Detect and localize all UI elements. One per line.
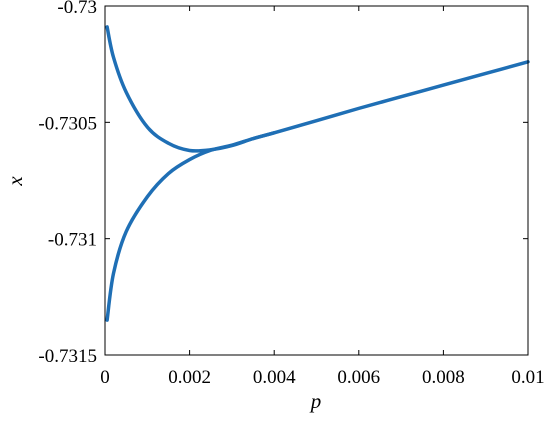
x-tick-label: 0 <box>100 367 110 388</box>
x-axis-label: p <box>309 389 322 413</box>
y-tick-label: -0.7315 <box>38 346 97 367</box>
x-tick-label: 0.01 <box>511 367 544 388</box>
plot-frame <box>104 5 529 356</box>
tick-layer: 0 0.002 0.004 0.006 0.008 0.01 -0.73 -0.7305 -0.… <box>38 0 544 388</box>
x-tick-label: 0.002 <box>168 367 211 388</box>
x-tick-label: 0.004 <box>253 367 296 388</box>
plot-background <box>105 6 528 355</box>
y-tick-label: -0.731 <box>48 230 97 251</box>
lower-branch-line <box>105 131 276 322</box>
y-tick-label: -0.7305 <box>38 113 97 134</box>
x-tick-label: 0.008 <box>422 367 465 388</box>
x-tick-label: 0.006 <box>337 367 380 388</box>
y-tick-label: -0.73 <box>57 0 97 18</box>
y-axis-label: x <box>3 176 27 187</box>
series-layer <box>105 25 530 322</box>
